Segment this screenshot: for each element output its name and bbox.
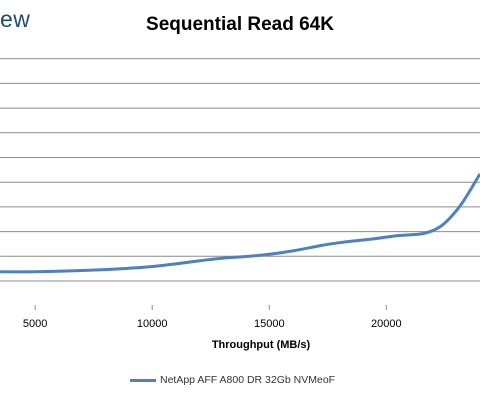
x-tick-label: 10000	[137, 318, 168, 330]
x-tick-label: 5000	[23, 318, 47, 330]
logo-watermark: ew	[0, 6, 31, 32]
legend-swatch	[130, 378, 156, 382]
x-tick-label: 20000	[371, 318, 402, 330]
gridlines	[0, 58, 480, 282]
x-tick-label: 15000	[254, 318, 285, 330]
legend: NetApp AFF A800 DR 32Gb NVMeoF	[130, 374, 335, 386]
x-axis: 5000 10000 15000 20000	[23, 305, 402, 330]
chart-title: Sequential Read 64K	[146, 14, 334, 35]
x-axis-title: Throughput (MB/s)	[212, 339, 311, 351]
series-layer	[0, 173, 480, 274]
legend-label: NetApp AFF A800 DR 32Gb NVMeoF	[160, 374, 336, 386]
series-line	[0, 173, 480, 274]
